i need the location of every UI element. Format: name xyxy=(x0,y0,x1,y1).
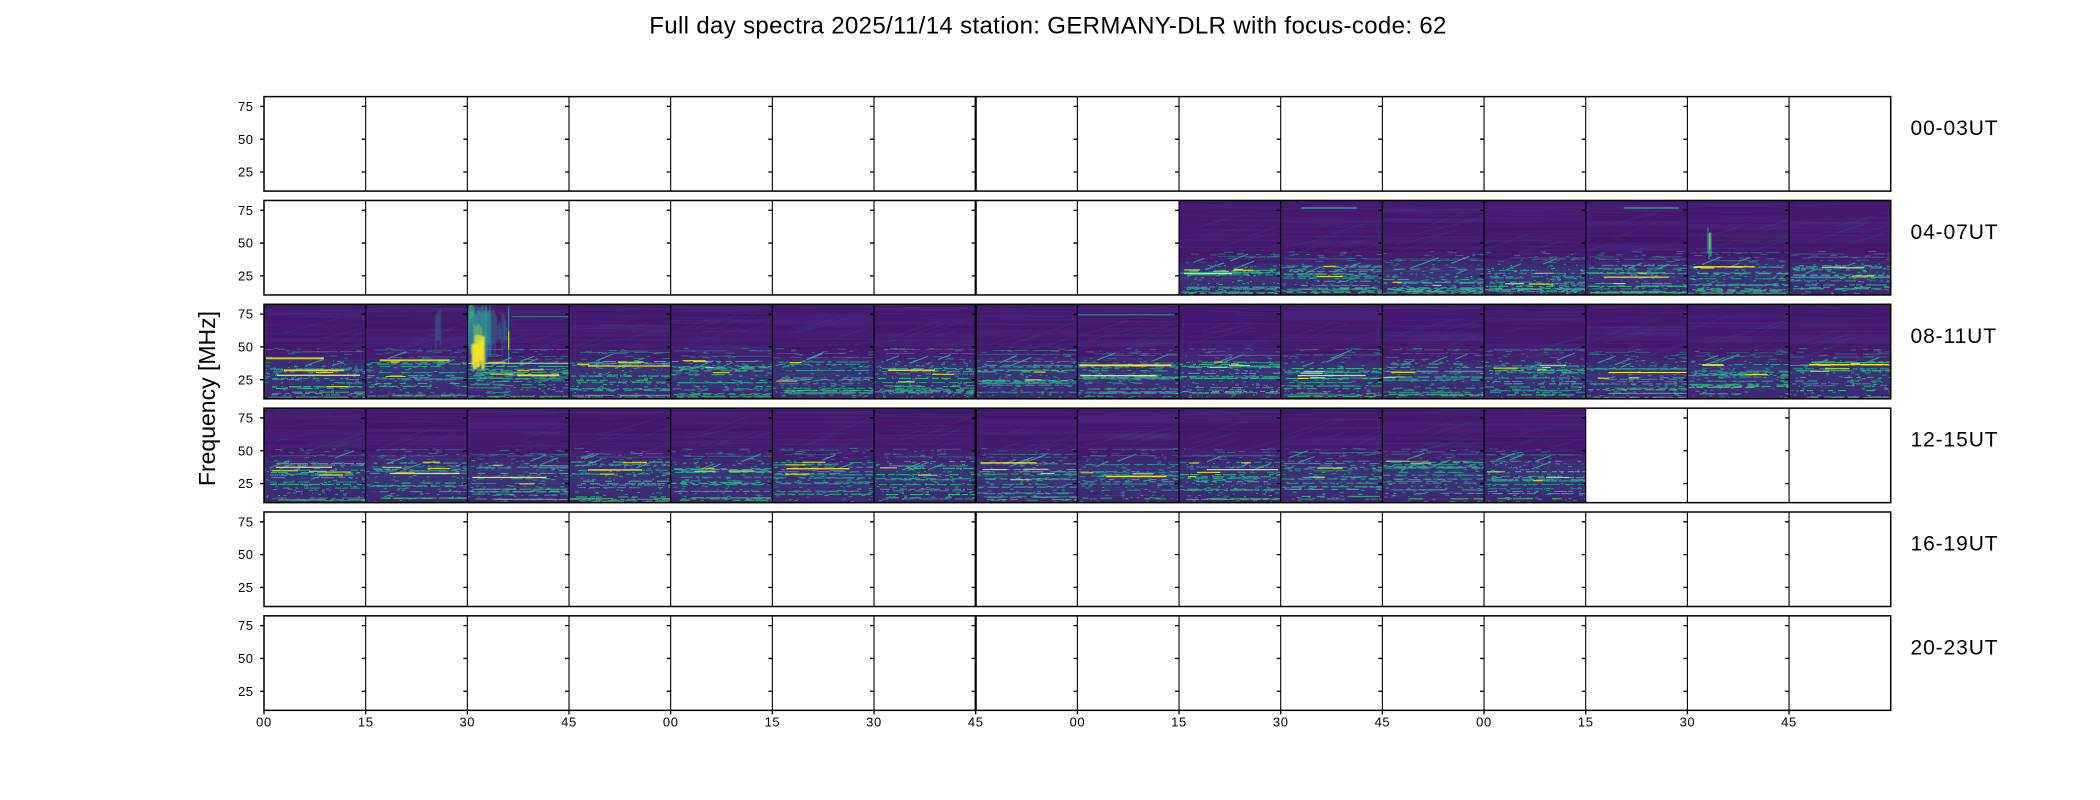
svg-text:50: 50 xyxy=(238,340,254,355)
svg-text:75: 75 xyxy=(238,99,254,114)
svg-text:15: 15 xyxy=(765,715,781,730)
svg-text:50: 50 xyxy=(238,132,254,147)
svg-text:45: 45 xyxy=(561,715,577,730)
svg-text:00: 00 xyxy=(1070,715,1086,730)
svg-text:25: 25 xyxy=(238,476,254,491)
svg-text:16-19UT: 16-19UT xyxy=(1911,533,1999,556)
svg-text:50: 50 xyxy=(238,651,254,666)
svg-text:25: 25 xyxy=(238,269,254,284)
svg-text:04-07UT: 04-07UT xyxy=(1911,221,1999,244)
svg-text:75: 75 xyxy=(238,411,254,426)
svg-text:15: 15 xyxy=(1578,715,1594,730)
svg-text:30: 30 xyxy=(1273,715,1289,730)
svg-text:25: 25 xyxy=(238,580,254,595)
svg-text:75: 75 xyxy=(238,307,254,322)
svg-text:08-11UT: 08-11UT xyxy=(1911,325,1997,348)
svg-text:Full day spectra 2025/11/14 st: Full day spectra 2025/11/14 station: GER… xyxy=(649,13,1447,40)
svg-text:12-15UT: 12-15UT xyxy=(1911,429,1999,452)
svg-text:50: 50 xyxy=(238,236,254,251)
svg-text:45: 45 xyxy=(1375,715,1391,730)
svg-text:30: 30 xyxy=(866,715,882,730)
svg-text:75: 75 xyxy=(238,203,254,218)
svg-text:75: 75 xyxy=(238,618,254,633)
svg-text:50: 50 xyxy=(238,443,254,458)
svg-text:25: 25 xyxy=(238,372,254,387)
svg-text:25: 25 xyxy=(238,684,254,699)
svg-text:25: 25 xyxy=(238,165,254,180)
svg-text:00: 00 xyxy=(256,715,272,730)
svg-text:20-23UT: 20-23UT xyxy=(1911,636,1999,659)
svg-text:45: 45 xyxy=(968,715,984,730)
svg-text:15: 15 xyxy=(1171,715,1187,730)
svg-text:00: 00 xyxy=(1476,715,1492,730)
svg-text:30: 30 xyxy=(1680,715,1696,730)
svg-text:Frequency [MHz]: Frequency [MHz] xyxy=(194,311,220,486)
svg-text:15: 15 xyxy=(358,715,374,730)
svg-text:75: 75 xyxy=(238,514,254,529)
svg-text:50: 50 xyxy=(238,547,254,562)
svg-text:00: 00 xyxy=(663,715,679,730)
svg-text:30: 30 xyxy=(459,715,475,730)
svg-text:45: 45 xyxy=(1781,715,1797,730)
svg-text:00-03UT: 00-03UT xyxy=(1911,117,1999,140)
